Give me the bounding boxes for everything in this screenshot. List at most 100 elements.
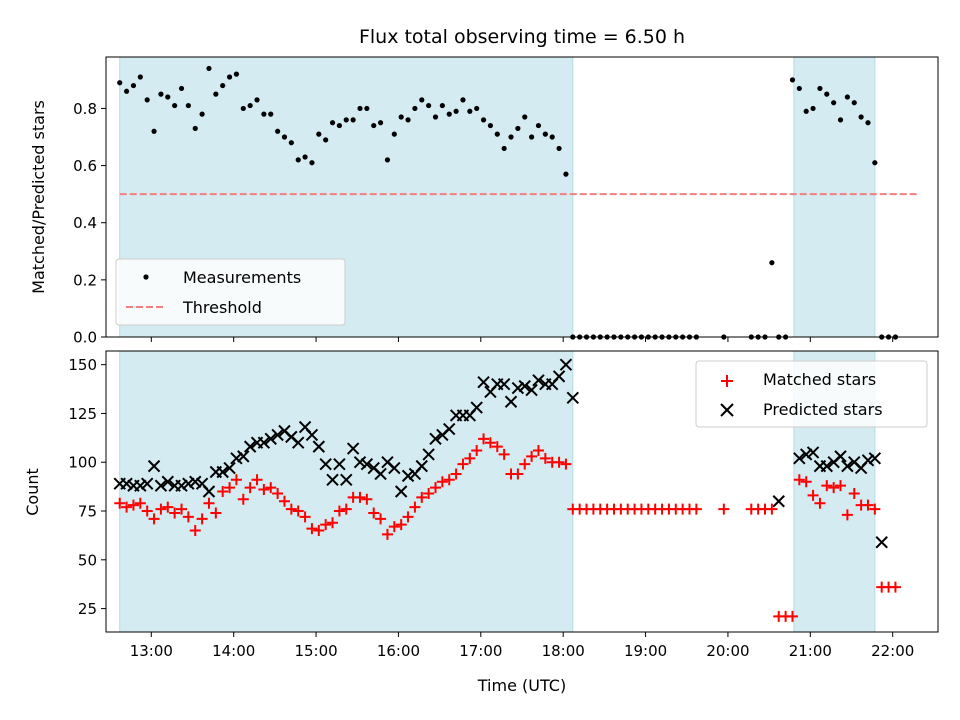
data-point — [155, 503, 167, 515]
data-point — [453, 108, 459, 114]
data-point — [202, 485, 216, 498]
data-point — [292, 505, 304, 517]
data-point — [346, 442, 360, 455]
data-point — [141, 505, 153, 517]
data-point — [793, 474, 805, 486]
data-point — [566, 391, 580, 405]
data-point — [539, 452, 551, 464]
data-point — [360, 457, 374, 471]
data-point — [121, 501, 133, 513]
x-tick-label: 15:00 — [294, 642, 337, 660]
data-point — [872, 160, 878, 166]
data-point — [766, 503, 778, 515]
y-tick-label: 0.4 — [73, 214, 97, 232]
data-point — [357, 105, 363, 112]
data-point — [319, 457, 332, 471]
data-point — [480, 117, 487, 123]
data-point — [323, 137, 329, 143]
data-point — [313, 525, 325, 537]
data-point — [254, 97, 260, 103]
data-point — [869, 503, 881, 515]
data-point — [508, 134, 514, 140]
data-point — [333, 457, 346, 471]
y-tick-label: 125 — [68, 405, 97, 423]
data-point — [426, 102, 432, 109]
y-tick-label: 100 — [68, 454, 97, 472]
data-point — [354, 491, 366, 503]
observing-window-1 — [119, 350, 574, 633]
series-predicted-stars — [113, 358, 888, 549]
data-point — [556, 145, 562, 152]
data-point — [196, 513, 208, 525]
data-point — [264, 432, 277, 446]
data-point — [398, 114, 404, 120]
data-point — [371, 122, 377, 129]
data-point — [226, 74, 233, 80]
data-point — [320, 519, 332, 531]
data-point — [416, 491, 428, 503]
data-point — [189, 475, 202, 488]
data-point — [423, 487, 435, 499]
data-point — [837, 117, 844, 123]
data-point — [123, 88, 130, 94]
data-point — [172, 102, 178, 109]
data-point — [474, 105, 480, 112]
data-point — [394, 485, 408, 498]
data-point — [796, 85, 802, 92]
data-point — [368, 507, 380, 519]
data-point — [519, 458, 531, 470]
data-point — [828, 482, 840, 494]
data-point — [213, 91, 219, 97]
data-point — [436, 476, 448, 488]
data-point — [430, 482, 442, 494]
data-point — [275, 128, 281, 134]
data-point — [182, 477, 195, 490]
data-point — [457, 458, 469, 470]
data-point — [240, 105, 246, 112]
data-point — [814, 497, 826, 509]
data-point — [148, 513, 160, 525]
data-point — [817, 85, 823, 92]
data-point — [206, 65, 212, 72]
data-point — [841, 459, 854, 473]
x-tick-label: 13:00 — [130, 642, 173, 660]
data-point — [552, 370, 566, 383]
data-point — [803, 108, 809, 114]
data-point — [326, 473, 339, 486]
x-tick-label: 22:00 — [871, 642, 914, 660]
data-point — [861, 454, 875, 467]
data-point — [295, 157, 301, 163]
data-point — [329, 120, 336, 126]
data-point — [114, 497, 126, 509]
data-point — [272, 487, 284, 499]
data-point — [377, 120, 384, 126]
data-point — [511, 381, 525, 395]
data-point — [199, 111, 205, 117]
data-point — [862, 499, 874, 511]
top-legend-box — [115, 258, 346, 326]
data-point — [834, 450, 847, 463]
y-tick-label: 0.0 — [73, 329, 97, 347]
y-tick-label: 75 — [78, 503, 97, 521]
plot-frame — [105, 350, 939, 633]
data-point — [497, 377, 511, 391]
data-point — [327, 517, 339, 529]
bottom-legend-box — [695, 360, 928, 428]
data-point — [137, 74, 143, 80]
top-chart-title: Flux total observing time = 6.50 h — [359, 26, 685, 48]
data-point — [807, 489, 819, 501]
data-point — [299, 511, 311, 523]
legend-label-threshold: Threshold — [182, 298, 262, 317]
data-point — [429, 432, 442, 446]
x-tick-label: 18:00 — [542, 642, 585, 660]
data-point — [526, 450, 538, 462]
data-point — [134, 479, 147, 492]
data-point — [865, 120, 871, 126]
data-point — [182, 511, 194, 523]
data-point — [309, 160, 315, 166]
data-point — [542, 131, 548, 137]
data-point — [258, 484, 270, 496]
legend-label-matched-stars: Matched stars — [763, 370, 876, 389]
data-point — [220, 82, 226, 89]
data-point — [772, 495, 785, 508]
